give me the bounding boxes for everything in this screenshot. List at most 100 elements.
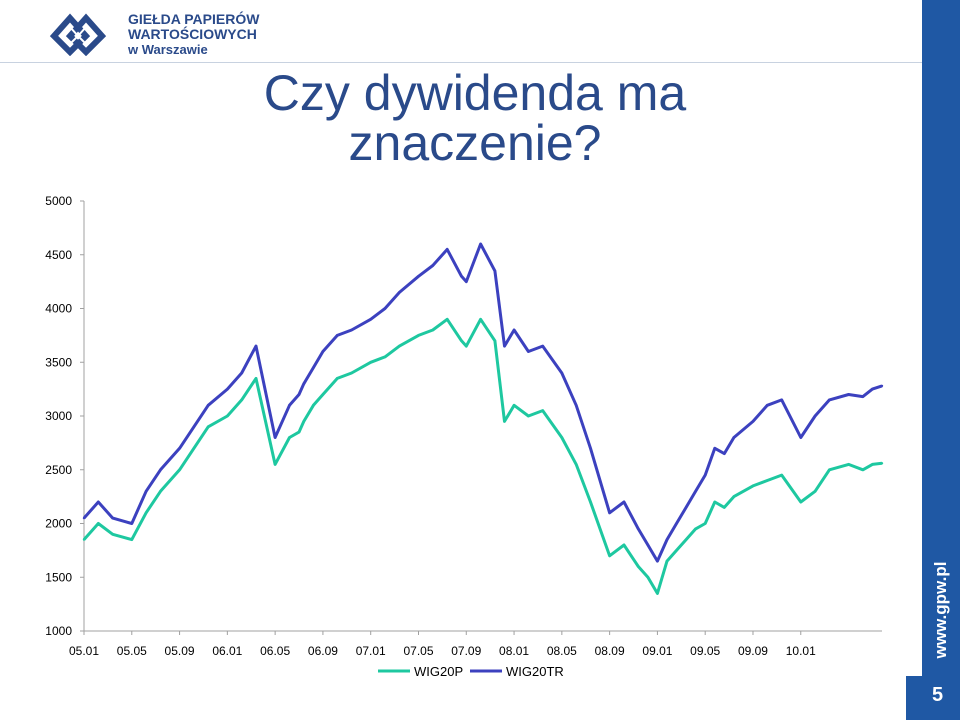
data-point-wig20tr: [297, 393, 301, 396]
data-point-wig20tr: [656, 559, 659, 563]
data-point-wig20p: [732, 495, 736, 498]
data-point-wig20p: [751, 484, 755, 488]
data-point-wig20p: [560, 436, 564, 439]
data-point-wig20p: [861, 468, 865, 471]
logo-line-2: WARTOŚCIOWYCH: [128, 26, 257, 42]
x-tick-label: 06.01: [212, 644, 242, 658]
x-tick-label: 06.05: [260, 644, 290, 658]
data-point-wig20tr: [479, 242, 482, 246]
brand-sidebar: [922, 0, 960, 720]
data-point-wig20p: [527, 414, 530, 418]
data-point-wig20p: [637, 565, 640, 568]
data-point-wig20p: [130, 538, 133, 541]
data-point-wig20tr: [694, 490, 697, 493]
data-point-wig20p: [503, 420, 506, 423]
data-point-wig20p: [703, 522, 707, 525]
data-point-wig20tr: [493, 269, 497, 273]
series-line-wig20tr: [82, 242, 883, 563]
data-point-wig20tr: [207, 404, 210, 407]
data-point-wig20p: [684, 538, 688, 541]
data-point-wig20p: [207, 425, 210, 428]
data-point-wig20tr: [226, 387, 229, 391]
x-tick-label: 05.01: [69, 644, 99, 658]
x-tick-label: 10.01: [786, 644, 816, 658]
data-point-wig20tr: [732, 436, 736, 439]
data-point-wig20tr: [321, 350, 325, 353]
legend-label-wig20tr: WIG20TR: [506, 664, 564, 679]
data-point-wig20p: [144, 511, 148, 514]
x-tick-label: 05.09: [165, 644, 195, 658]
data-point-wig20tr: [336, 334, 339, 337]
y-tick-label: 3500: [45, 355, 72, 369]
x-tick-label: 08.05: [547, 644, 577, 658]
data-point-wig20p: [656, 592, 659, 595]
y-tick-label: 3000: [45, 409, 72, 423]
data-point-wig20tr: [665, 538, 669, 541]
data-point-wig20tr: [871, 387, 874, 391]
data-point-wig20tr: [622, 500, 626, 504]
data-point-wig20tr: [880, 384, 884, 388]
data-point-wig20p: [460, 339, 463, 342]
data-point-wig20p: [828, 468, 831, 471]
data-point-wig20p: [694, 527, 697, 531]
data-point-wig20tr: [273, 436, 277, 439]
slide-title: Czy dywidenda ma znaczenie?: [150, 68, 800, 168]
data-point-wig20p: [541, 409, 544, 412]
x-tick-label: 05.05: [117, 644, 147, 658]
gpw-logo-emblem-icon: [49, 13, 107, 57]
data-point-wig20p: [713, 500, 716, 504]
data-point-wig20tr: [431, 264, 435, 267]
data-point-wig20tr: [144, 490, 148, 493]
y-tick-label: 1500: [45, 570, 72, 584]
data-point-wig20tr: [723, 452, 726, 455]
data-point-wig20p: [398, 344, 401, 348]
data-point-wig20tr: [847, 393, 850, 396]
data-point-wig20tr: [192, 425, 196, 428]
data-point-wig20p: [350, 371, 353, 375]
data-point-wig20tr: [350, 328, 353, 332]
data-point-wig20p: [479, 318, 482, 321]
y-tick-label: 5000: [45, 194, 72, 208]
chart-series: [82, 242, 884, 595]
data-point-wig20p: [766, 479, 769, 482]
data-point-wig20tr: [751, 420, 755, 423]
data-point-wig20p: [369, 361, 372, 364]
y-tick-label: 2500: [45, 463, 72, 477]
slide-title-line-1: Czy dywidenda ma: [263, 65, 687, 121]
logo-line-1: GIEŁDA PAPIERÓW: [128, 11, 260, 27]
chart-legend: WIG20P WIG20TR: [378, 664, 564, 679]
y-tick-label: 4000: [45, 302, 72, 316]
data-point-wig20tr: [465, 280, 468, 283]
data-point-wig20p: [871, 463, 874, 466]
data-point-wig20tr: [527, 350, 530, 353]
data-point-wig20p: [431, 328, 435, 332]
data-point-wig20p: [273, 463, 277, 466]
data-point-wig20p: [622, 543, 626, 547]
series-line-wig20p: [82, 317, 883, 595]
data-point-wig20p: [240, 398, 243, 402]
data-point-wig20p: [465, 344, 468, 348]
data-point-wig20p: [302, 420, 306, 423]
data-point-wig20tr: [130, 522, 133, 525]
data-point-wig20tr: [574, 404, 578, 407]
data-point-wig20p: [111, 533, 114, 536]
y-tick-label: 2000: [45, 517, 72, 531]
data-point-wig20tr: [512, 328, 516, 332]
data-point-wig20p: [813, 490, 817, 493]
data-point-wig20tr: [503, 344, 506, 348]
data-point-wig20tr: [684, 506, 688, 509]
data-point-wig20p: [847, 463, 850, 466]
data-point-wig20tr: [111, 516, 114, 520]
data-point-wig20tr: [675, 522, 678, 525]
data-point-wig20tr: [703, 473, 707, 477]
data-point-wig20p: [288, 436, 291, 439]
data-point-wig20p: [297, 430, 301, 434]
website-url-text[interactable]: www.gpw.pl: [931, 561, 950, 659]
data-point-wig20p: [665, 559, 669, 563]
data-point-wig20tr: [861, 395, 865, 398]
data-point-wig20tr: [766, 404, 769, 407]
data-point-wig20p: [226, 414, 229, 418]
data-point-wig20tr: [383, 307, 387, 310]
data-point-wig20p: [646, 576, 650, 579]
website-url[interactable]: www.gpw.pl: [922, 560, 960, 660]
